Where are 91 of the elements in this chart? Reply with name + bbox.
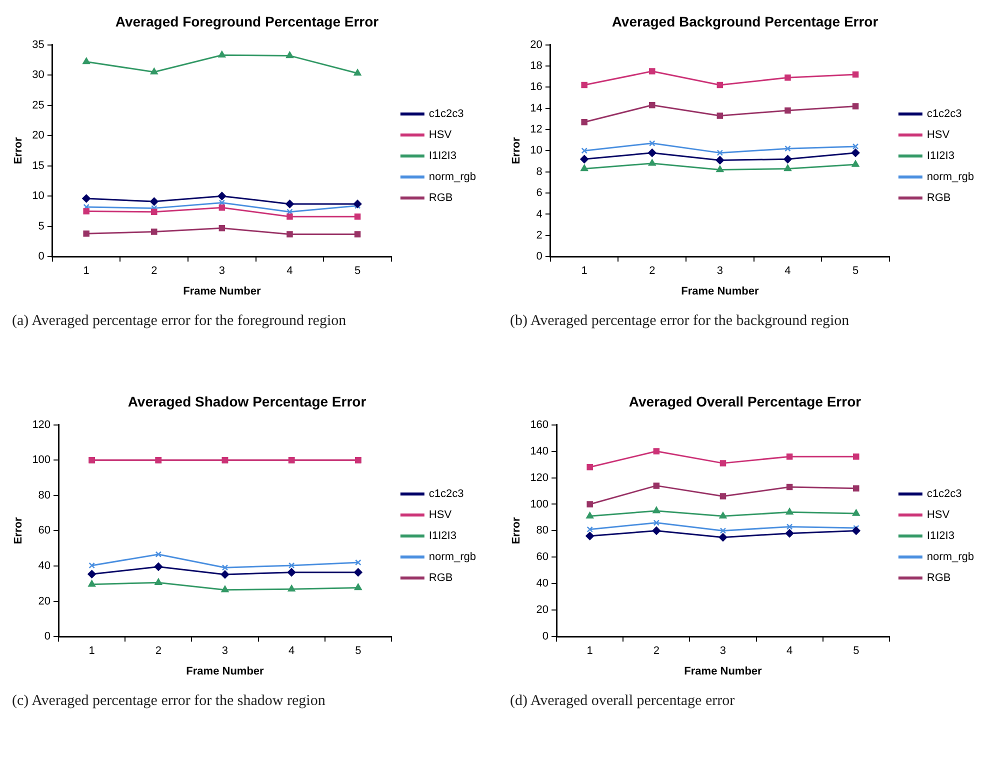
x-tick-label: 1 [586,645,593,658]
y-tick-label: 20 [32,130,44,142]
x-tick-label: 2 [155,645,162,658]
y-tick-label: 80 [536,524,549,537]
y-tick-label: 5 [38,220,44,232]
y-tick-label: 20 [536,604,549,616]
legend-label: norm_rgb [428,171,476,184]
y-axis-title: Error [12,516,25,544]
legend-label: HSV [428,129,452,142]
x-tick-label: 5 [852,265,859,278]
y-tick-label: 100 [32,454,51,466]
x-tick-label: 5 [354,265,361,278]
legend-label: RGB [428,192,453,204]
y-axis-title: Error [510,516,523,544]
y-tick-label: 35 [32,38,44,51]
y-tick-label: 40 [38,560,51,572]
legend-label: I1I2I3 [428,530,456,542]
y-tick-label: 100 [530,498,549,510]
legend-label: c1c2c3 [926,108,962,120]
y-tick-label: 10 [32,190,44,202]
legend-label: I1I2I3 [926,150,954,162]
legend-label: norm_rgb [926,551,974,564]
legend-label: HSV [926,509,950,522]
x-axis-title: Frame Number [183,285,262,298]
y-tick-label: 40 [536,578,549,590]
y-tick-label: 0 [542,630,549,643]
x-tick-label: 1 [88,645,95,658]
y-tick-label: 30 [32,69,44,82]
y-tick-label: 25 [32,99,44,112]
y-tick-label: 8 [536,166,542,178]
y-tick-label: 10 [530,144,542,157]
y-axis-title: Error [510,136,523,164]
y-tick-label: 20 [38,595,51,608]
legend-label: c1c2c3 [428,488,464,500]
y-tick-label: 60 [536,551,549,564]
y-tick-label: 0 [38,250,44,263]
y-tick-label: 2 [536,229,542,242]
legend-label: HSV [428,509,452,522]
x-tick-label: 1 [83,265,90,278]
chart-title: Averaged Foreground Percentage Error [115,13,380,30]
text: (b) Averaged percentage error for the background region [510,312,850,330]
x-tick-label: 5 [853,645,860,658]
x-tick-label: 3 [218,265,225,278]
chart-title: Averaged Overall Percentage Error [628,393,862,410]
y-tick-label: 0 [536,250,542,263]
y-axis-title: Error [12,136,25,164]
legend-label: RGB [428,572,453,584]
text: (c) Averaged percentage error for the shadow region [12,692,326,710]
y-tick-label: 120 [32,418,51,431]
y-tick-label: 6 [536,187,542,200]
y-tick-label: 60 [38,524,51,537]
y-tick-label: 0 [44,630,51,643]
x-tick-label: 4 [786,645,793,658]
y-tick-label: 12 [530,124,542,136]
legend-label: HSV [926,129,950,142]
y-tick-label: 140 [530,445,549,458]
y-tick-label: 20 [530,38,542,51]
y-tick-label: 14 [530,102,542,114]
x-tick-label: 4 [288,645,295,658]
x-tick-label: 3 [716,265,723,278]
y-tick-label: 16 [530,81,542,94]
y-tick-label: 4 [536,208,542,220]
legend-label: I1I2I3 [926,530,954,542]
legend-label: norm_rgb [428,551,476,564]
chart-title: Averaged Background Percentage Error [612,13,879,30]
x-tick-label: 2 [151,265,158,278]
x-axis-title: Frame Number [684,665,763,678]
x-tick-label: 3 [222,645,228,658]
legend-label: c1c2c3 [926,488,962,500]
x-axis-title: Frame Number [186,665,265,678]
y-tick-label: 80 [38,489,51,502]
x-tick-label: 4 [784,265,791,278]
legend-label: RGB [926,572,951,584]
text: (a) Averaged percentage error for the foreground region [12,312,348,330]
y-tick-label: 120 [530,472,549,484]
text: (d) Averaged overall percentage error [510,692,736,710]
legend-label: RGB [926,192,951,204]
legend-label: I1I2I3 [428,150,456,162]
y-tick-label: 18 [530,60,542,72]
x-tick-label: 4 [286,265,293,278]
chart-title: Averaged Shadow Percentage Error [128,393,367,410]
x-tick-label: 5 [355,645,362,658]
legend-label: c1c2c3 [428,108,464,120]
y-tick-label: 15 [32,160,44,172]
x-tick-label: 3 [720,645,726,658]
y-tick-label: 160 [530,418,549,431]
x-tick-label: 1 [581,265,588,278]
x-tick-label: 2 [653,645,660,658]
x-axis-title: Frame Number [681,285,760,298]
legend-label: norm_rgb [926,171,974,184]
x-tick-label: 2 [649,265,656,278]
